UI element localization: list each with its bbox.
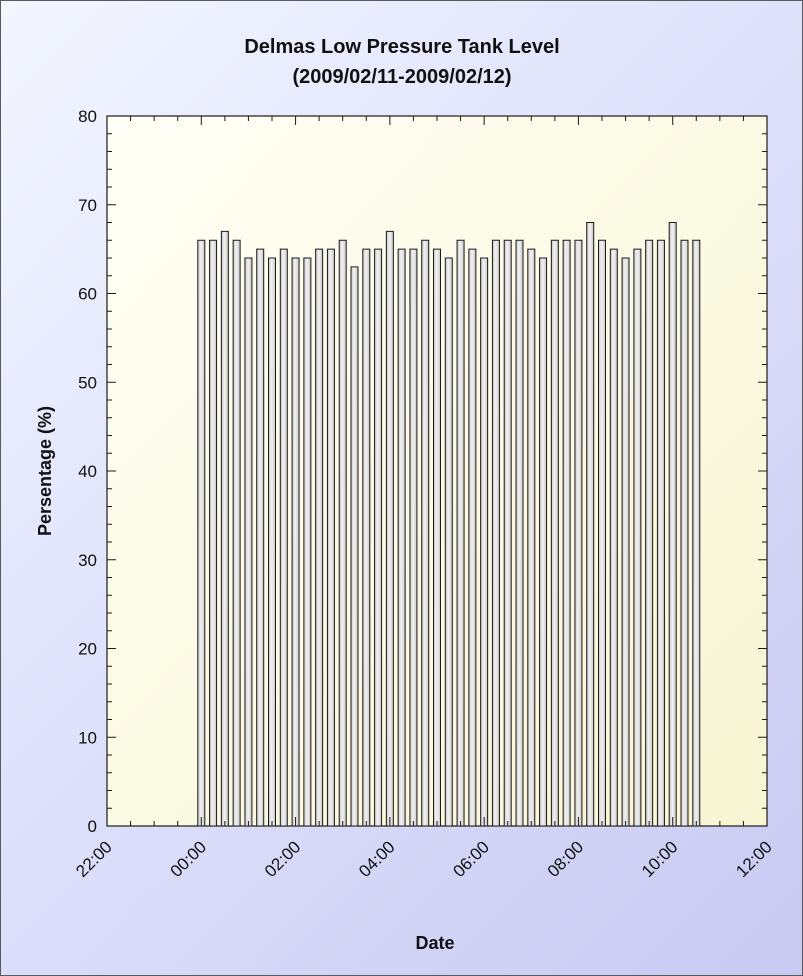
bar: [220, 230, 229, 827]
bar: [468, 248, 477, 827]
x-tick-label: 04:00: [355, 837, 399, 881]
bar: [362, 248, 371, 827]
bar: [244, 257, 253, 827]
bar: [645, 239, 654, 827]
bar: [268, 257, 276, 827]
x-tick-label: 00:00: [167, 837, 211, 881]
bar: [480, 257, 489, 827]
x-tick-label: 08:00: [544, 837, 588, 881]
bar: [397, 248, 406, 827]
x-tick-label: 02:00: [261, 837, 305, 881]
bar: [197, 239, 206, 827]
bars-group: [197, 222, 701, 827]
x-axis-title: Date: [415, 933, 454, 953]
y-tick-label: 20: [78, 640, 97, 659]
bar: [232, 239, 241, 827]
bar: [456, 239, 465, 827]
y-tick-label: 10: [78, 728, 97, 747]
bar: [209, 239, 218, 827]
bar: [433, 248, 441, 827]
bar: [409, 248, 418, 827]
bar: [303, 257, 312, 827]
y-tick-label: 40: [78, 462, 97, 481]
x-tick-label: 22:00: [72, 837, 116, 881]
chart-subtitle: (2009/02/11-2009/02/12): [292, 66, 511, 88]
y-tick-label: 70: [78, 196, 97, 215]
bar: [503, 239, 512, 827]
bar: [633, 248, 642, 827]
bar: [374, 248, 383, 827]
bar: [562, 239, 571, 827]
x-tick-label: 06:00: [449, 837, 493, 881]
bar: [385, 230, 394, 827]
bar: [444, 257, 453, 827]
x-tick-label: 12:00: [732, 837, 776, 881]
bar: [550, 239, 559, 827]
bar: [256, 248, 265, 827]
bar: [656, 239, 665, 827]
bar: [609, 248, 618, 827]
y-tick-label: 0: [88, 817, 97, 836]
bar: [350, 266, 359, 827]
bar: [527, 248, 536, 827]
bar: [668, 222, 677, 827]
bar: [491, 239, 500, 827]
bar: [291, 257, 300, 827]
y-tick-label: 60: [78, 285, 97, 304]
bar: [338, 239, 347, 827]
bar: [326, 248, 335, 827]
bar: [574, 239, 583, 827]
bar: [539, 257, 548, 827]
bar: [279, 248, 288, 827]
bar: [680, 239, 689, 827]
bar: [621, 257, 630, 827]
y-tick-label: 30: [78, 551, 97, 570]
bar: [586, 222, 595, 827]
bar: [421, 239, 430, 827]
y-tick-label: 80: [78, 107, 97, 126]
y-tick-label: 50: [78, 373, 97, 392]
y-axis-title: Persentage (%): [35, 406, 55, 536]
chart-title: Delmas Low Pressure Tank Level: [244, 36, 559, 58]
bar: [315, 248, 324, 827]
bar: [515, 239, 524, 827]
y-axis: 0 10 20 30 40 50 60 70 80: [78, 107, 767, 836]
bar: [692, 239, 701, 827]
x-tick-label: 10:00: [638, 837, 682, 881]
bar: [598, 239, 606, 827]
